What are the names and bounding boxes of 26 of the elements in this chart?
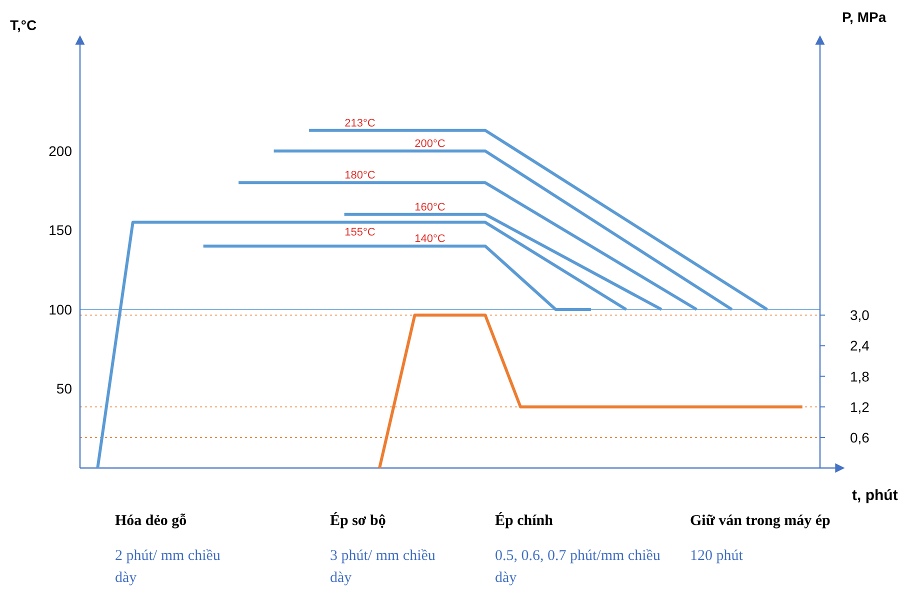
text: Hóa dẻo gỗ xyxy=(115,513,187,529)
text: 3 phút/ mm chiều dày xyxy=(330,547,436,588)
text: 120 phút xyxy=(690,547,744,566)
y2-tick-label: 2,4 xyxy=(850,338,870,354)
annotation: 155°C xyxy=(344,226,376,238)
text: Ép chính xyxy=(495,512,554,529)
annotation: 160°C xyxy=(414,201,446,214)
annotation: 180°C xyxy=(344,170,376,182)
y2-tick-label: 1,8 xyxy=(850,368,870,384)
y-axis-title: T,°C xyxy=(10,17,37,33)
y2-tick-label: 0,6 xyxy=(850,429,870,446)
text: 0.5, 0.6, 0.7 phút/mm chiều dày xyxy=(495,547,662,588)
annotation: 213°C xyxy=(344,117,376,130)
y-tick-label: 150 xyxy=(48,222,72,238)
annotation: 140°C xyxy=(414,233,446,246)
y2-tick-label: 3,0 xyxy=(850,307,870,324)
y-tick-label: 200 xyxy=(48,142,72,159)
x-axis-title: t, phút xyxy=(852,487,898,504)
text: Giữ ván trong máy ép xyxy=(690,513,830,529)
y-tick-label: 50 xyxy=(56,380,72,397)
annotation: 200°C xyxy=(414,138,446,150)
text: Ép sơ bộ xyxy=(330,512,386,529)
text: 2 phút/ mm chiều dày xyxy=(115,547,222,588)
y2-tick-label: 1,2 xyxy=(850,398,870,415)
y-tick-label: 100 xyxy=(48,301,72,318)
y2-axis-title: P, MPa xyxy=(842,9,886,25)
